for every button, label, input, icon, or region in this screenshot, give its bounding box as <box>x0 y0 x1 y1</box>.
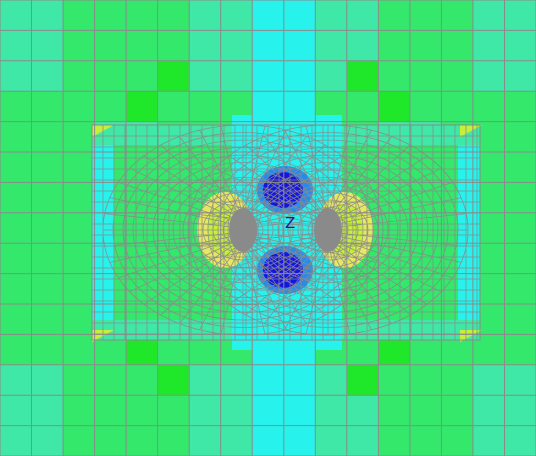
plate-border <box>91 124 481 341</box>
bright-green-block <box>346 60 379 92</box>
plate-bottom-left-band <box>92 320 232 340</box>
bright-green-block <box>126 91 158 122</box>
bright-green-block <box>157 60 190 92</box>
plate-right-edge <box>458 125 480 340</box>
corner-wedge <box>460 125 482 137</box>
fine-mesh-lines <box>92 125 480 340</box>
corner-wedge <box>460 330 482 342</box>
bright-green-block <box>157 364 190 396</box>
bright-green-block <box>378 91 410 122</box>
axis-label-z: Z <box>285 214 296 232</box>
plate-top-left-band <box>92 125 232 145</box>
bright-green-block <box>346 364 379 396</box>
